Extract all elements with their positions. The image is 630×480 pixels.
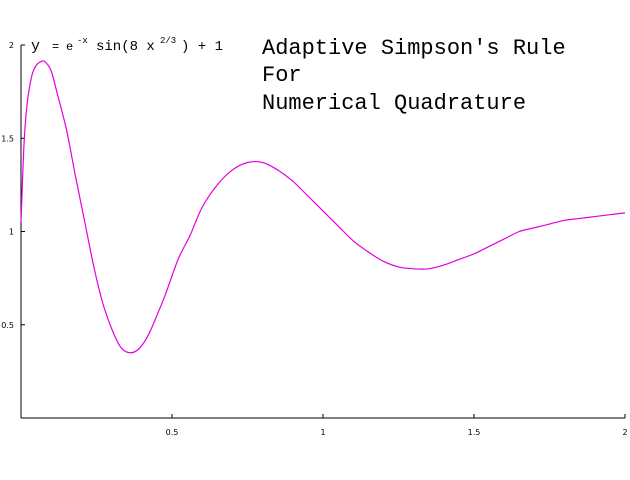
plot-area [20,60,626,354]
y-tick-label: 1.5 [1,134,14,143]
x-tick-label: 1 [320,428,325,437]
ticks: 0.5 1 1.5 2 0.5 1 1.5 2 [1,41,627,437]
title-line-2: For [262,63,302,88]
title-line-3: Numerical Quadrature [262,91,526,116]
x-tick-label: 0.5 [166,428,179,437]
x-tick-label: 1.5 [468,428,481,437]
y-tick-label: 2 [9,41,14,50]
formula-tail: ) + 1 [181,39,223,55]
formula-power: 2/3 [160,36,176,46]
title-line-1: Adaptive Simpson's Rule [262,36,566,61]
formula-exponent: -x [77,36,88,46]
x-tick-label: 2 [622,428,627,437]
formula-label: y = e -x sin(8 x 2/3 ) + 1 [31,36,223,55]
y-tick-label: 0.5 [1,321,14,330]
series-line [20,60,626,354]
formula-base: e [66,40,73,54]
y-tick-label: 1 [9,228,14,237]
formula-lhs: y [31,38,40,55]
chart-title: Adaptive Simpson's Rule For Numerical Qu… [262,36,566,116]
formula-function: sin(8 x [96,39,155,55]
formula-equals: = [52,40,59,54]
